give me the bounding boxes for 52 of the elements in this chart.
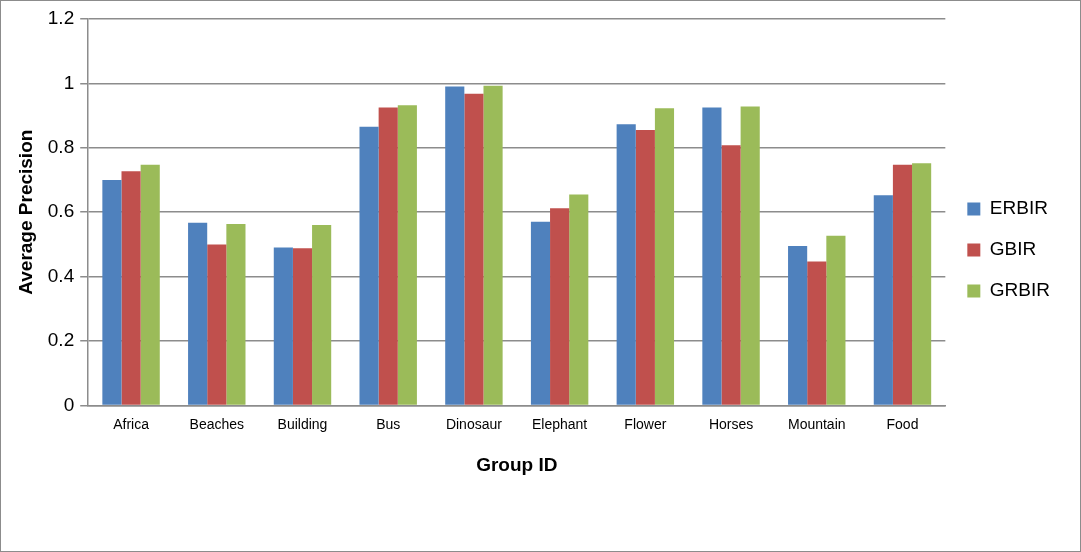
x-tick-label: Beaches	[189, 415, 245, 432]
bar	[378, 107, 398, 405]
bar	[140, 164, 160, 405]
bar	[702, 107, 722, 405]
bar	[788, 246, 808, 405]
bar	[721, 145, 741, 405]
bar	[464, 93, 484, 405]
x-tick-label: Flower	[624, 415, 667, 432]
y-tick-label: 0.6	[47, 200, 75, 222]
x-tick-label: Food	[886, 415, 919, 432]
y-axis-title: Average Precision	[14, 129, 36, 295]
bar	[445, 86, 465, 405]
bar	[530, 221, 551, 405]
bar	[569, 194, 589, 405]
bar	[397, 105, 417, 405]
x-tick-label: Bus	[376, 415, 401, 432]
y-tick-label: 0.2	[47, 329, 75, 351]
bar	[359, 126, 379, 405]
x-axis-title: Group ID	[476, 453, 558, 475]
bar	[312, 225, 332, 405]
x-tick-label: Africa	[113, 415, 150, 432]
bar	[273, 247, 293, 405]
bar	[550, 208, 570, 405]
y-tick-label: 1	[63, 71, 75, 93]
bar	[892, 164, 913, 405]
y-tick-label: 0.8	[47, 136, 75, 158]
x-tick-label: Elephant	[531, 415, 588, 432]
bar	[912, 163, 932, 405]
y-tick-label: 0	[63, 393, 75, 415]
x-tick-label: Horses	[708, 415, 754, 432]
x-tick-label: Mountain	[787, 415, 846, 432]
bar	[740, 106, 760, 405]
bar	[483, 85, 503, 405]
y-tick-label: 1.2	[47, 7, 75, 29]
bar	[654, 108, 675, 405]
bar	[226, 224, 246, 405]
bar	[188, 222, 208, 405]
bar	[102, 180, 122, 405]
bar	[873, 195, 893, 405]
legend-label: GBIR	[989, 238, 1037, 260]
bar	[807, 261, 827, 405]
x-tick-label: Building	[277, 415, 328, 432]
bar	[207, 244, 227, 405]
bar	[826, 235, 846, 405]
bar	[292, 248, 313, 405]
legend-label: ERBIR	[989, 197, 1048, 219]
x-tick-label: Dinosaur	[445, 415, 503, 432]
bar	[616, 124, 636, 405]
legend-label: GRBIR	[989, 279, 1051, 301]
bar	[121, 171, 141, 405]
y-tick-label: 0.4	[47, 264, 75, 286]
bar	[635, 130, 655, 405]
